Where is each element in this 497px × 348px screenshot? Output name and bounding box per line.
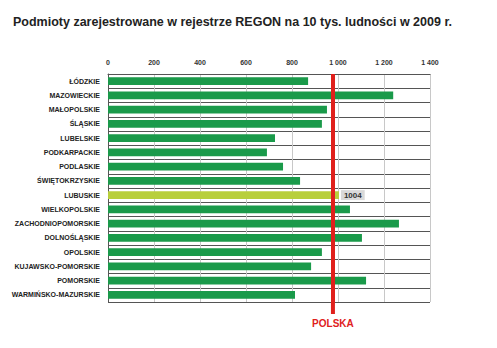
svg-text:POLSKA: POLSKA <box>312 318 354 329</box>
svg-text:OPOLSKIE: OPOLSKIE <box>64 249 101 256</box>
svg-text:800: 800 <box>286 59 298 66</box>
svg-text:400: 400 <box>194 59 206 66</box>
svg-text:PODLASKIE: PODLASKIE <box>59 163 100 170</box>
svg-text:200: 200 <box>148 59 160 66</box>
svg-text:POMORSKIE: POMORSKIE <box>57 277 100 284</box>
svg-text:WIELKOPOLSKIE: WIELKOPOLSKIE <box>41 206 100 213</box>
svg-text:Podmioty zarejestrowane w reje: Podmioty zarejestrowane w rejestrze REGO… <box>13 15 452 29</box>
svg-text:KUJAWSKO-POMORSKIE: KUJAWSKO-POMORSKIE <box>14 263 100 270</box>
svg-text:ŚLĄSKIE: ŚLĄSKIE <box>70 119 101 128</box>
svg-text:PODKARPACKIE: PODKARPACKIE <box>44 149 101 156</box>
svg-text:1004: 1004 <box>344 191 362 200</box>
svg-text:600: 600 <box>240 59 252 66</box>
svg-text:WARMIŃSKO-MAZURSKIE: WARMIŃSKO-MAZURSKIE <box>12 290 101 298</box>
svg-text:ZACHODNIOPOMORSKIE: ZACHODNIOPOMORSKIE <box>15 220 101 227</box>
svg-text:MAZOWIECKIE: MAZOWIECKIE <box>49 92 100 99</box>
svg-text:ŁÓDZKIE: ŁÓDZKIE <box>69 77 100 85</box>
svg-text:1 400: 1 400 <box>421 59 439 66</box>
svg-text:1 200: 1 200 <box>375 59 393 66</box>
svg-text:DOLNOŚLĄSKIE: DOLNOŚLĄSKIE <box>44 233 100 242</box>
svg-text:MAŁOPOLSKIE: MAŁOPOLSKIE <box>49 106 101 113</box>
svg-text:1 000: 1 000 <box>329 59 347 66</box>
svg-text:LUBUSKIE: LUBUSKIE <box>64 192 100 199</box>
svg-text:0: 0 <box>106 59 110 66</box>
svg-text:LUBELSKIE: LUBELSKIE <box>60 135 100 142</box>
svg-text:ŚWIĘTOKRZYSKIE: ŚWIĘTOKRZYSKIE <box>37 176 100 185</box>
